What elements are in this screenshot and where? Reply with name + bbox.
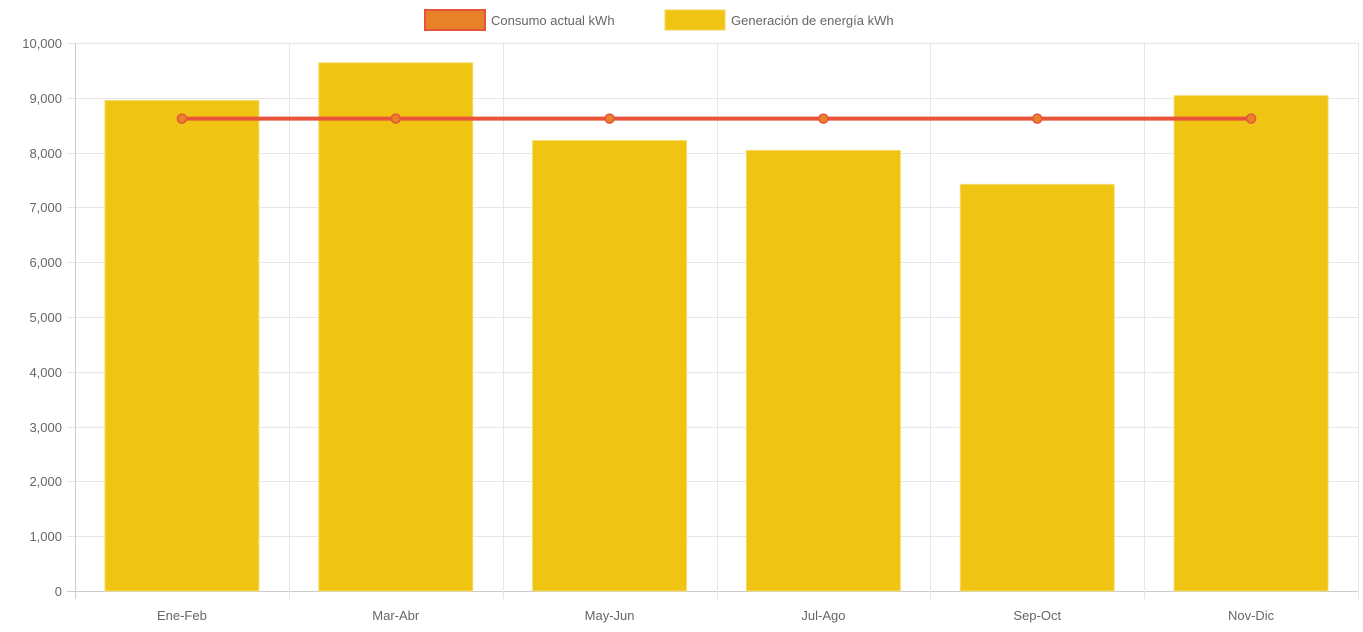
x-tick-label: Nov-Dic [1228, 608, 1275, 623]
x-tick-label: Sep-Oct [1013, 608, 1061, 623]
bar-generacion[interactable] [745, 149, 901, 592]
y-tick-label: 6,000 [29, 255, 62, 270]
y-tick-label: 1,000 [29, 529, 62, 544]
y-tick-label: 9,000 [29, 91, 62, 106]
point-consumo[interactable] [604, 113, 615, 124]
y-tick-label: 2,000 [29, 474, 62, 489]
point-consumo[interactable] [176, 113, 188, 124]
x-tick-label: Jul-Ago [801, 608, 845, 623]
bar-generacion[interactable] [1173, 95, 1329, 592]
legend-swatch-generacion [664, 9, 726, 31]
y-tick-label: 8,000 [29, 146, 62, 161]
y-tick-label: 10,000 [22, 36, 62, 51]
y-tick-label: 0 [55, 584, 62, 599]
legend: Consumo actual kWh Generación de energía… [424, 9, 894, 31]
y-tick-label: 3,000 [29, 420, 62, 435]
x-axis: Ene-Feb Mar-Abr May-Jun Jul-Ago Sep-Oct Nov-D… [157, 608, 1275, 623]
y-axis: 0 1,000 2,000 3,000 4,000 5,000 6,000 7,000 8,00… [22, 36, 62, 599]
point-consumo[interactable] [390, 113, 401, 124]
legend-label-generacion: Generación de energía kWh [731, 13, 894, 28]
point-consumo[interactable] [1032, 113, 1043, 124]
legend-item-consumo[interactable]: Consumo actual kWh [424, 9, 615, 31]
x-tick-label: May-Jun [585, 608, 635, 623]
legend-swatch-consumo [424, 9, 486, 31]
y-tick-label: 7,000 [29, 200, 62, 215]
bar-generacion[interactable] [318, 62, 474, 592]
x-tick-label: Ene-Feb [157, 608, 207, 623]
y-tick-label: 5,000 [29, 310, 62, 325]
legend-item-generacion[interactable]: Generación de energía kWh [664, 9, 894, 31]
line-series [176, 113, 1257, 124]
point-consumo[interactable] [1245, 113, 1257, 124]
bar-generacion[interactable] [104, 100, 260, 592]
legend-label-consumo: Consumo actual kWh [491, 13, 615, 28]
bar-generacion[interactable] [959, 183, 1115, 592]
grid-lines [67, 43, 1359, 599]
bar-generacion[interactable] [532, 140, 688, 592]
y-tick-label: 4,000 [29, 365, 62, 380]
point-consumo[interactable] [818, 113, 829, 124]
bar-series [104, 62, 1329, 592]
x-tick-label: Mar-Abr [372, 608, 420, 623]
